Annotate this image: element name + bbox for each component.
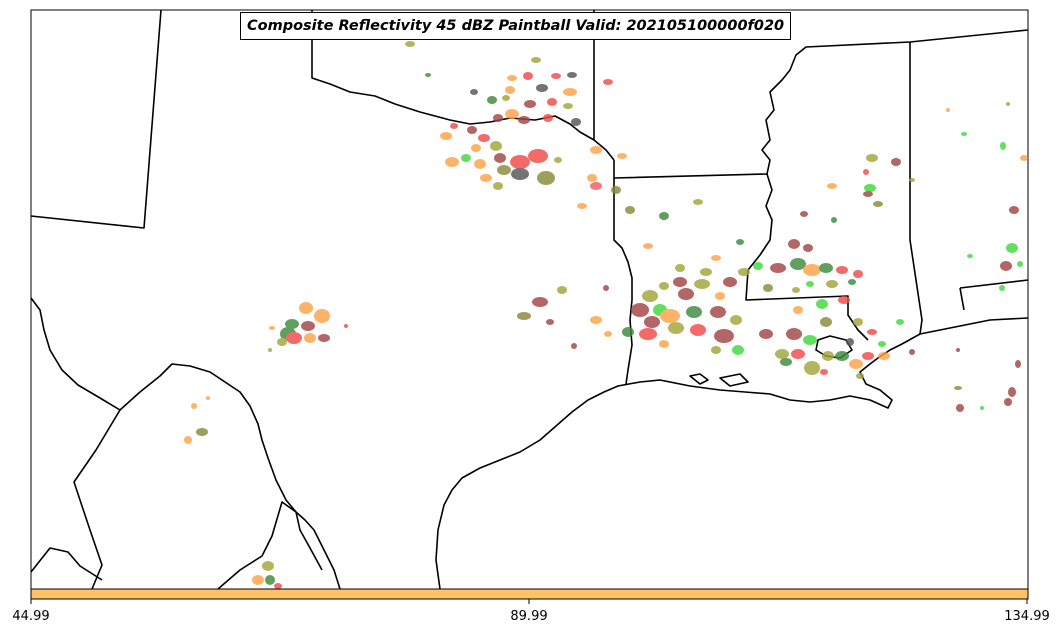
colorbar-tick-label-max: 134.99 bbox=[1004, 609, 1050, 624]
colorbar-tick-label-min: 44.99 bbox=[12, 609, 50, 624]
colorbar-tick-label-mid: 89.99 bbox=[510, 609, 548, 624]
state-boundaries bbox=[30, 9, 1029, 590]
map-frame bbox=[30, 9, 1029, 590]
map-title: Composite Reflectivity 45 dBZ Paintball … bbox=[240, 12, 792, 40]
colorbar-fill bbox=[30, 588, 1029, 600]
storm-cells bbox=[184, 41, 1028, 589]
